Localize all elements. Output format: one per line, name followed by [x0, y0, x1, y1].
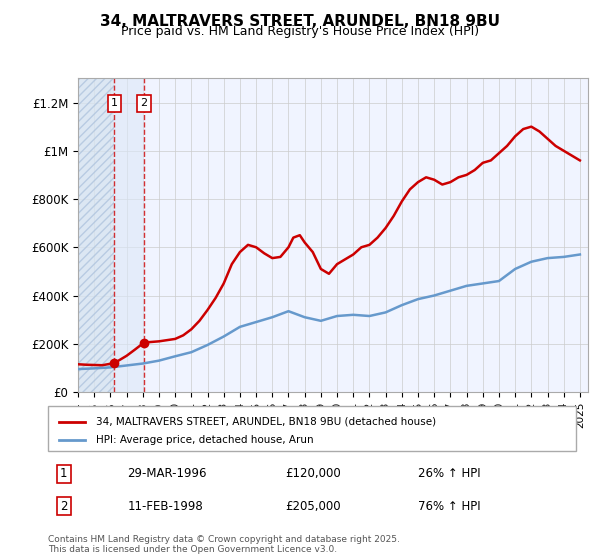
Text: 11-FEB-1998: 11-FEB-1998	[127, 500, 203, 512]
Bar	[115, 78, 144, 392]
Bar	[78, 78, 115, 392]
Text: 1: 1	[111, 99, 118, 109]
Text: 2: 2	[60, 500, 68, 512]
Text: 29-MAR-1996: 29-MAR-1996	[127, 468, 206, 480]
Text: £205,000: £205,000	[286, 500, 341, 512]
Text: 34, MALTRAVERS STREET, ARUNDEL, BN18 9BU (detached house): 34, MALTRAVERS STREET, ARUNDEL, BN18 9BU…	[95, 417, 436, 427]
Text: Contains HM Land Registry data © Crown copyright and database right 2025.
This d: Contains HM Land Registry data © Crown c…	[48, 535, 400, 554]
Text: 26% ↑ HPI: 26% ↑ HPI	[418, 468, 480, 480]
Text: 1: 1	[60, 468, 68, 480]
FancyBboxPatch shape	[48, 406, 576, 451]
Text: 34, MALTRAVERS STREET, ARUNDEL, BN18 9BU: 34, MALTRAVERS STREET, ARUNDEL, BN18 9BU	[100, 14, 500, 29]
Text: Price paid vs. HM Land Registry's House Price Index (HPI): Price paid vs. HM Land Registry's House …	[121, 25, 479, 38]
Text: HPI: Average price, detached house, Arun: HPI: Average price, detached house, Arun	[95, 435, 313, 445]
Text: £120,000: £120,000	[286, 468, 341, 480]
Text: 2: 2	[140, 99, 148, 109]
Text: 76% ↑ HPI: 76% ↑ HPI	[418, 500, 480, 512]
